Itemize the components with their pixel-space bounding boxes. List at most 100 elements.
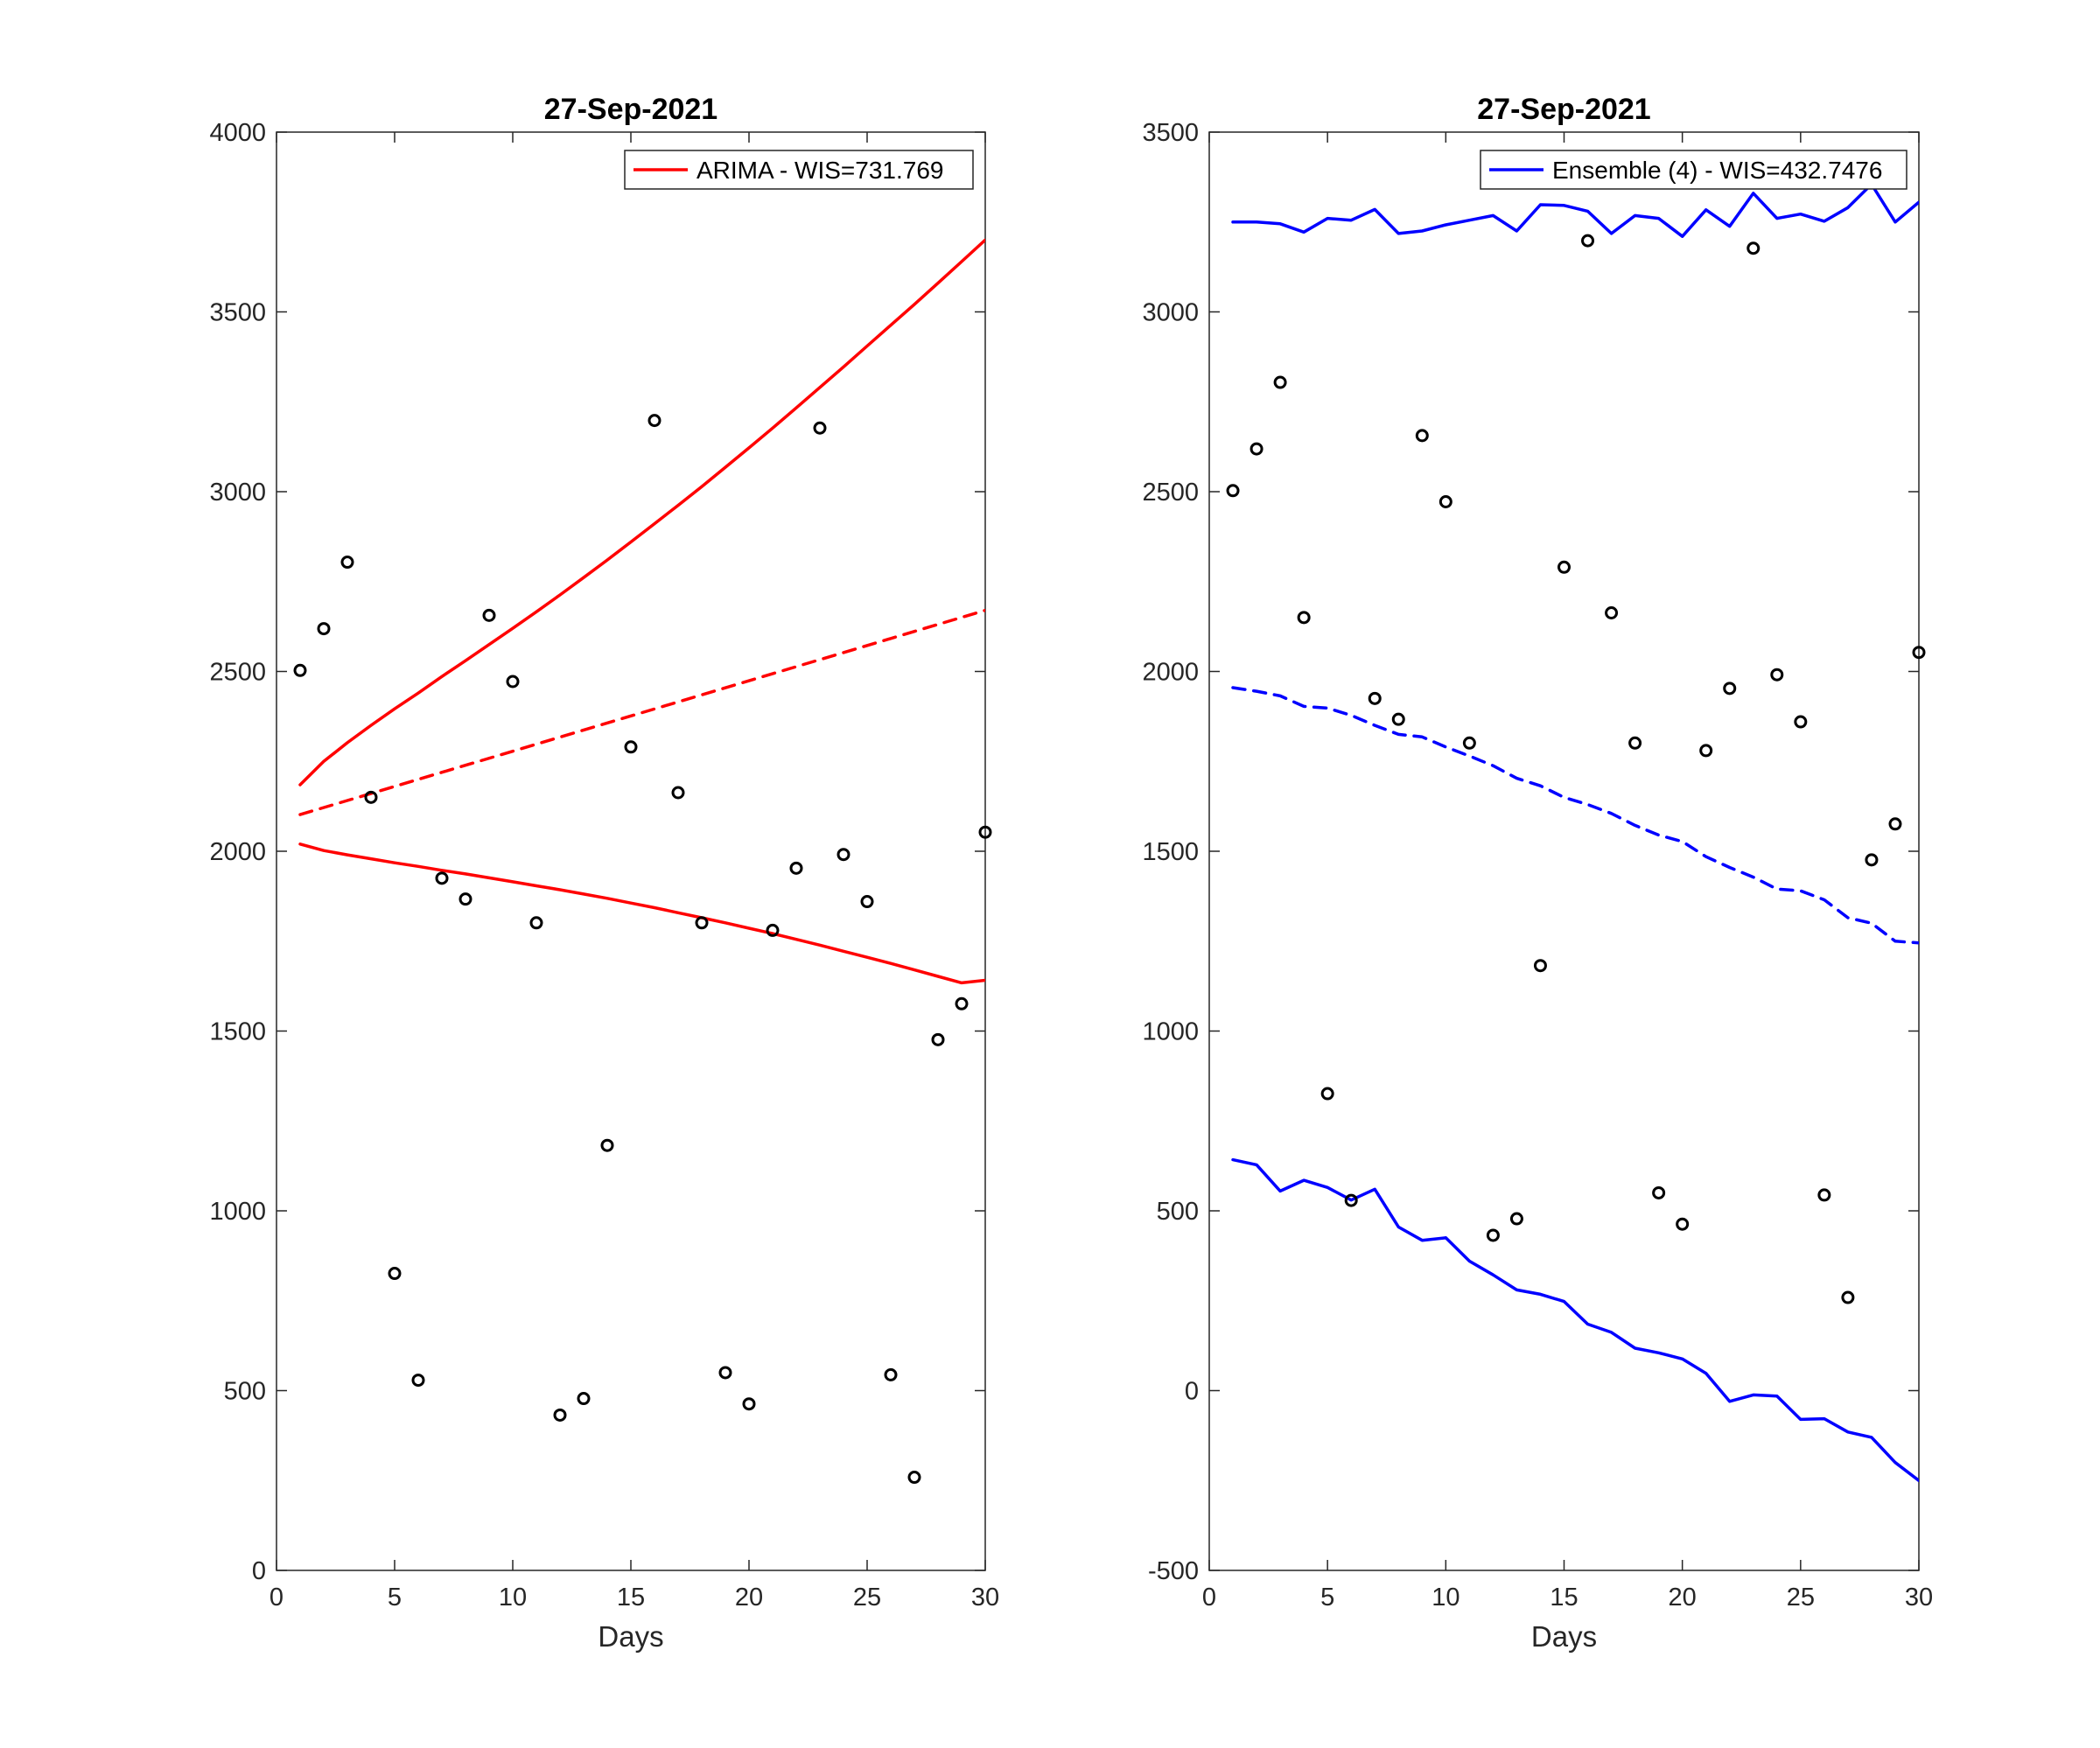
right-median-forecast-line	[1231, 686, 1919, 945]
left-observed-point	[624, 740, 638, 754]
left-observed-point	[742, 1397, 756, 1411]
left-observed-point	[482, 608, 496, 622]
left-observed-point	[411, 1374, 425, 1388]
right-y-tick-label: 1500	[1142, 838, 1199, 866]
left-observed-point	[388, 1267, 402, 1281]
left-y-tick-label: 2000	[209, 838, 266, 866]
left-y-tick-label: 3000	[209, 479, 266, 507]
right-observed-point	[1841, 1290, 1855, 1304]
left-x-tick-label: 30	[971, 1584, 999, 1612]
right-chart-title: 27-Sep-2021	[1477, 93, 1650, 126]
right-observed-point	[1558, 560, 1571, 574]
left-observed-point	[506, 675, 520, 689]
left-observed-point	[766, 923, 780, 937]
right-observed-point	[1605, 606, 1619, 620]
left-observed-point	[860, 895, 874, 909]
right-observed-point	[1746, 241, 1760, 255]
right-observed-point	[1865, 853, 1879, 867]
left-observed-point	[671, 786, 685, 800]
right-observed-point	[1652, 1185, 1666, 1199]
right-x-tick-label: 25	[1787, 1584, 1815, 1612]
left-chart-panel: 0 5 10 15 20 25 30 0 500 1000 1500 2000 2500 3000 3500…	[209, 93, 999, 1653]
left-legend-label: ARIMA - WIS=731.769	[696, 157, 943, 184]
left-chart-title: 27-Sep-2021	[544, 93, 718, 126]
right-x-tick-label: 30	[1905, 1584, 1933, 1612]
right-chart-panel: 0 5 10 15 20 25 30-500050010001500200025003000…	[1142, 93, 1933, 1653]
right-observed-point	[1250, 442, 1264, 456]
left-observed-point	[317, 622, 331, 636]
right-observed-point	[1912, 646, 1926, 660]
right-observed-point	[1509, 1212, 1523, 1226]
right-y-tick-label: 2500	[1142, 479, 1199, 507]
right-x-tick-label: 5	[1320, 1584, 1334, 1612]
left-observed-point	[600, 1138, 614, 1152]
right-observed-point	[1273, 375, 1287, 389]
left-observed-point	[577, 1392, 591, 1406]
left-observed-point	[293, 663, 307, 677]
right-y-tick-label: 2000	[1142, 659, 1199, 687]
left-y-tick-label: 2500	[209, 659, 266, 687]
right-observed-point	[1888, 817, 1902, 831]
left-observed-point	[718, 1366, 732, 1380]
left-median-forecast-line	[298, 608, 985, 816]
right-x-tick-label: 10	[1432, 1584, 1460, 1612]
right-observed-point	[1794, 715, 1808, 729]
right-observed-point	[1462, 736, 1476, 750]
left-observed-point	[907, 1471, 921, 1485]
right-observed-point	[1770, 668, 1784, 682]
left-upper-bound-line	[298, 238, 985, 787]
left-observed-point	[364, 790, 378, 804]
right-observed-point	[1817, 1188, 1831, 1202]
left-observed-point	[955, 996, 969, 1010]
left-observed-point	[931, 1032, 945, 1046]
right-observed-point	[1297, 611, 1311, 625]
left-lower-bound-line	[298, 843, 985, 985]
left-observed-point	[458, 892, 472, 906]
left-observed-point	[340, 556, 354, 570]
left-y-tick-label: 4000	[209, 119, 266, 147]
left-x-tick-label: 0	[270, 1584, 284, 1612]
left-y-tick-label: 0	[252, 1557, 266, 1585]
right-observed-point	[1628, 736, 1642, 750]
left-x-tick-label: 5	[388, 1584, 402, 1612]
right-legend-box	[1480, 150, 1908, 190]
left-observed-point	[529, 916, 543, 930]
right-observed-point	[1438, 495, 1452, 509]
left-observed-point	[553, 1408, 567, 1422]
right-observed-point	[1415, 429, 1429, 443]
left-observed-point	[836, 848, 850, 862]
right-x-tick-label: 0	[1202, 1584, 1216, 1612]
right-observed-point	[1676, 1217, 1690, 1231]
right-observed-point	[1344, 1193, 1358, 1207]
left-observed-point	[648, 414, 662, 428]
right-axes-box	[1208, 131, 1920, 1571]
left-y-tick-label: 3500	[209, 299, 266, 327]
left-observed-point	[884, 1367, 898, 1381]
left-x-tick-label: 25	[853, 1584, 881, 1612]
right-observed-point	[1226, 484, 1240, 498]
left-observed-point	[435, 871, 449, 885]
left-y-tick-label: 1500	[209, 1018, 266, 1046]
left-observed-point	[695, 916, 709, 930]
right-y-tick-label: 0	[1185, 1378, 1199, 1406]
right-legend-label: Ensemble (4) - WIS=432.7476	[1552, 157, 1882, 184]
right-observed-point	[1486, 1228, 1500, 1242]
right-y-tick-label: 3500	[1142, 119, 1199, 147]
left-y-tick-label: 1000	[209, 1198, 266, 1226]
right-x-tick-label: 20	[1669, 1584, 1697, 1612]
right-y-tick-label: 1000	[1142, 1018, 1199, 1046]
left-y-tick-label: 500	[224, 1378, 266, 1406]
left-x-tick-label: 15	[617, 1584, 645, 1612]
right-y-tick-label: 3000	[1142, 299, 1199, 327]
left-observed-point	[789, 861, 803, 875]
right-observed-point	[1320, 1087, 1334, 1101]
left-axes-box	[276, 131, 986, 1571]
right-observed-point	[1723, 682, 1737, 696]
right-upper-bound-line	[1231, 182, 1919, 238]
right-y-tick-label: -500	[1148, 1557, 1199, 1585]
left-x-tick-label: 10	[499, 1584, 527, 1612]
left-observed-point	[978, 825, 992, 839]
right-x-tick-label: 15	[1550, 1584, 1578, 1612]
right-observed-point	[1699, 744, 1713, 758]
